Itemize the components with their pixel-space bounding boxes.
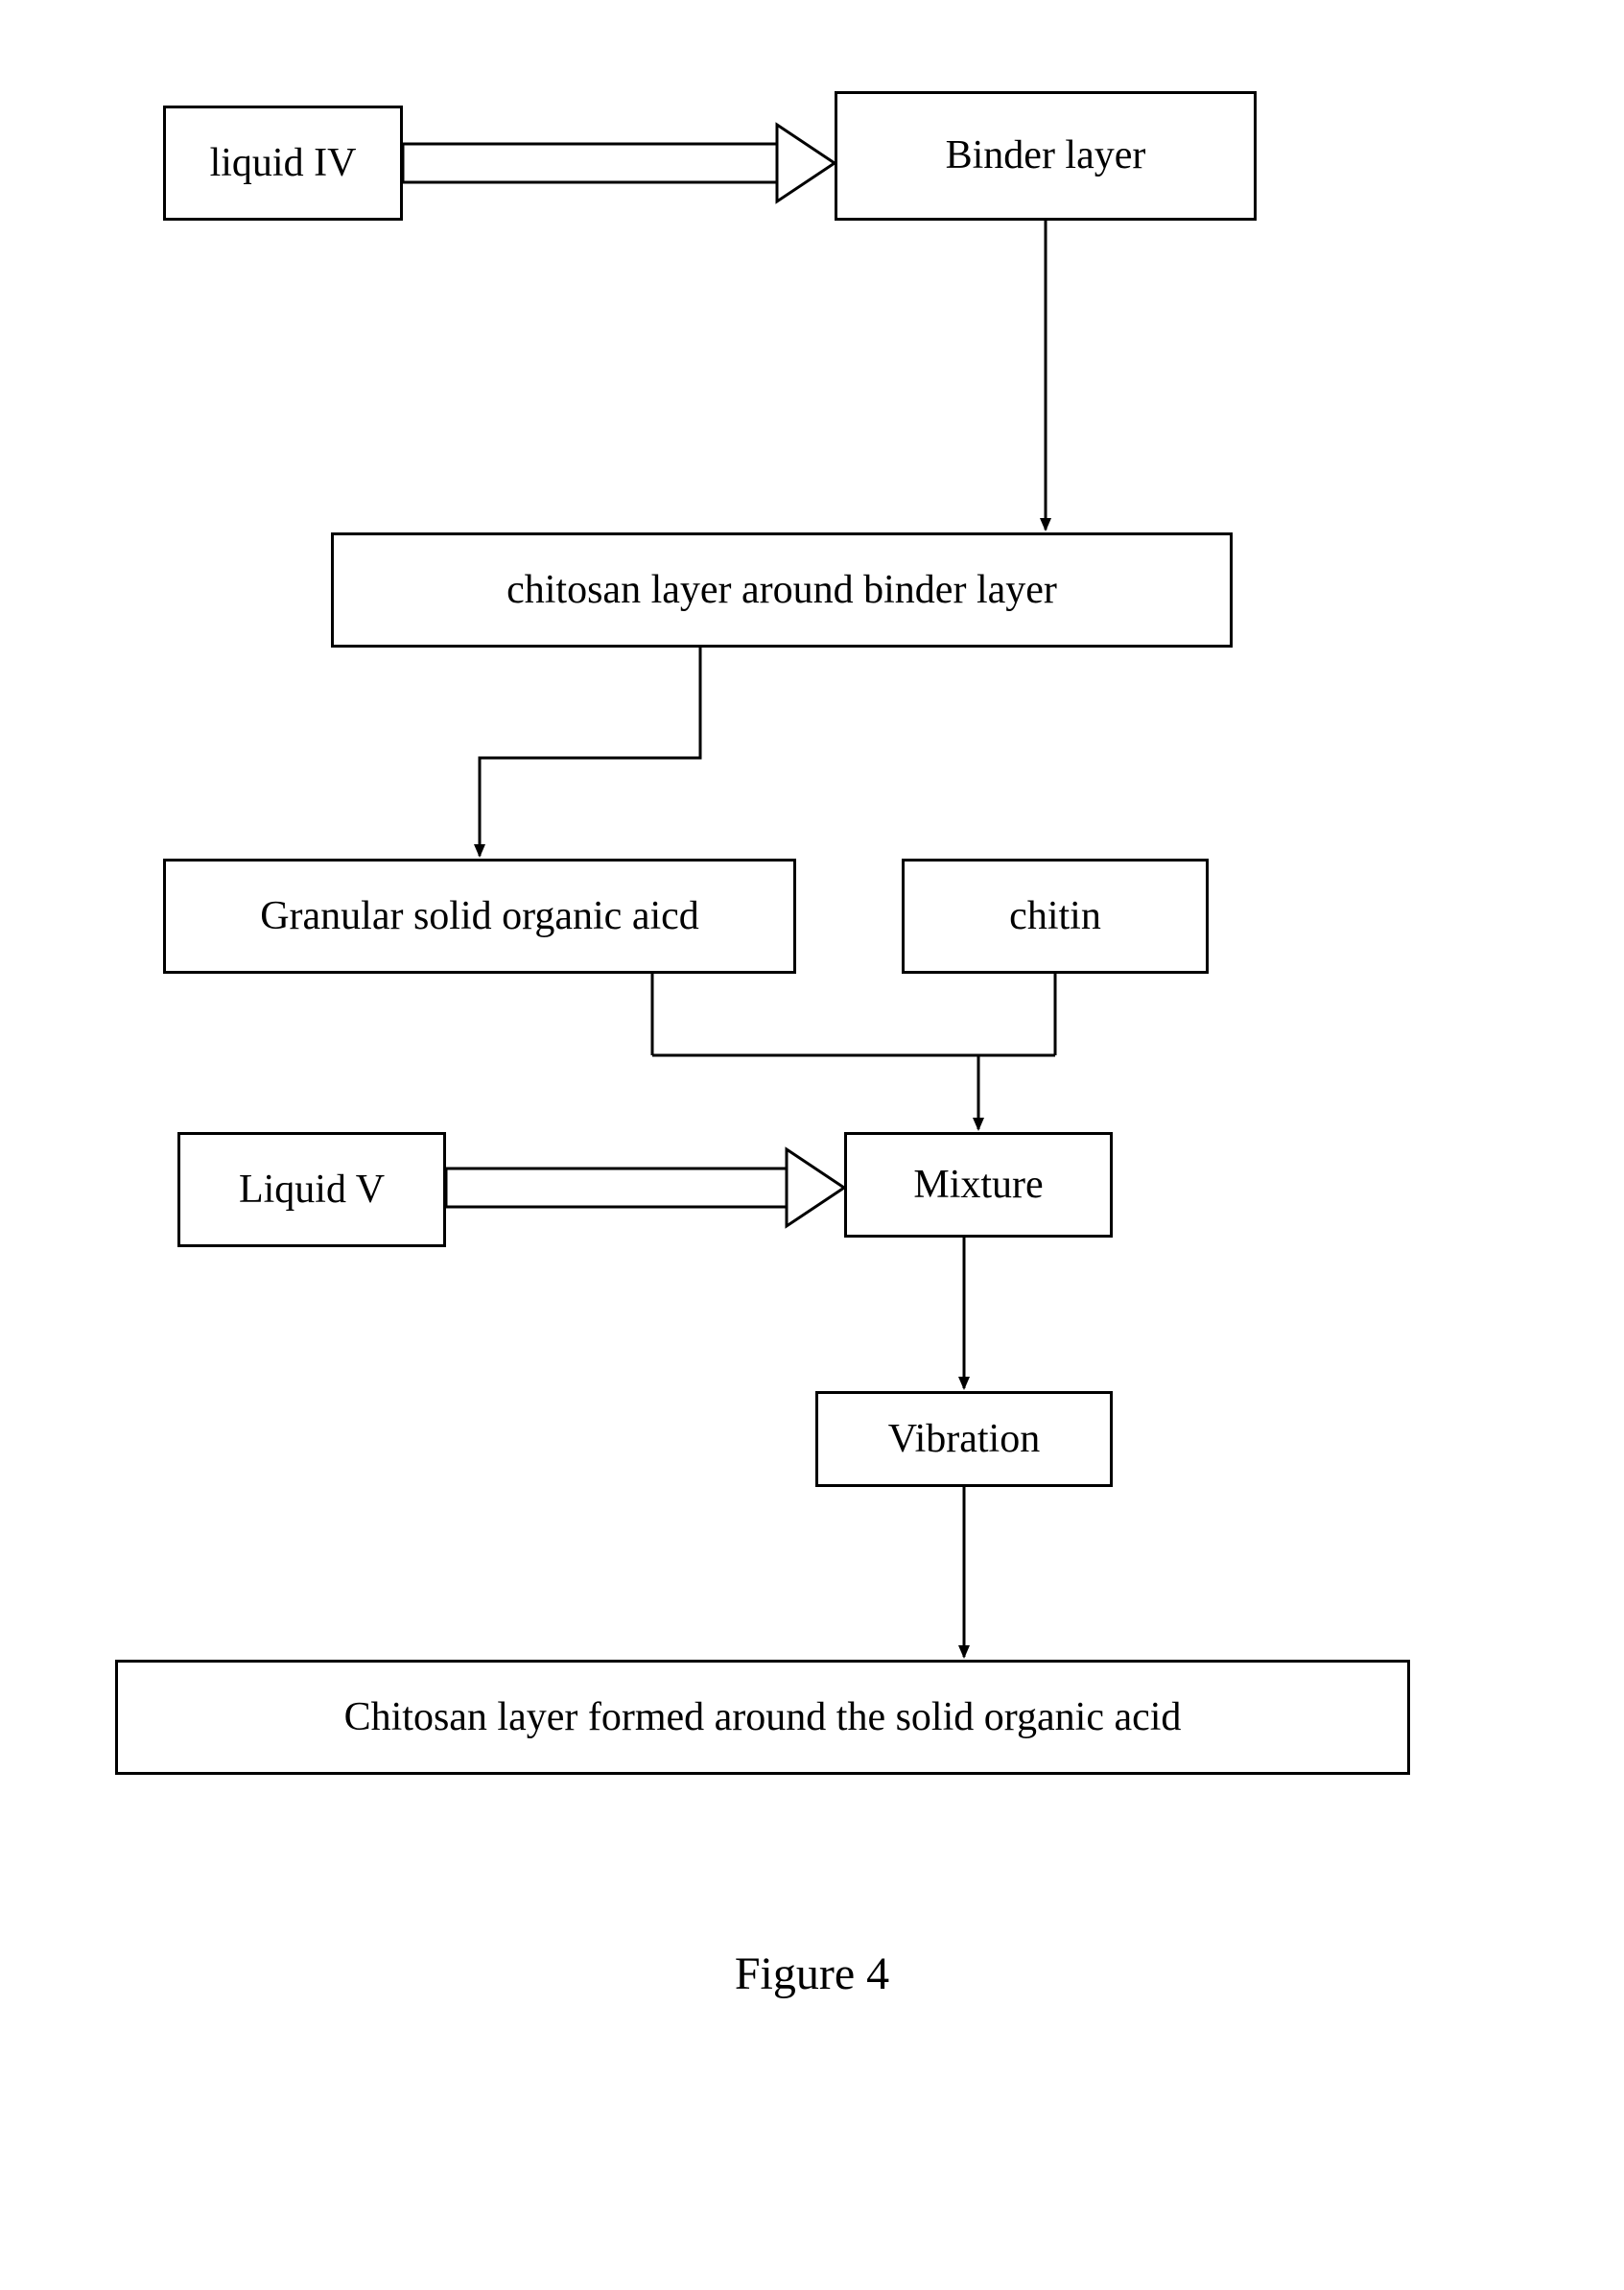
label-chitosan-around-binder: chitosan layer around binder layer xyxy=(506,566,1057,614)
box-chitosan-around-binder: chitosan layer around binder layer xyxy=(331,532,1233,648)
label-mixture: Mixture xyxy=(913,1161,1043,1209)
arrow-chitosan-binder-to-granular xyxy=(480,648,700,856)
label-final-chitosan-layer: Chitosan layer formed around the solid o… xyxy=(344,1693,1182,1741)
box-liquid-v: Liquid V xyxy=(177,1132,446,1247)
label-chitin: chitin xyxy=(1009,892,1101,940)
label-vibration: Vibration xyxy=(888,1415,1040,1463)
figure-caption-text: Figure 4 xyxy=(735,1948,889,1999)
arrow-liquid-iv-to-binder xyxy=(403,125,835,201)
box-mixture: Mixture xyxy=(844,1132,1113,1238)
box-granular-acid: Granular solid organic aicd xyxy=(163,859,796,974)
figure-caption: Figure 4 xyxy=(0,1948,1624,2000)
label-liquid-v: Liquid V xyxy=(239,1166,385,1214)
box-vibration: Vibration xyxy=(815,1391,1113,1487)
arrow-merge-to-mixture xyxy=(652,974,1055,1129)
box-liquid-iv: liquid IV xyxy=(163,106,403,221)
box-binder-layer: Binder layer xyxy=(835,91,1257,221)
label-granular-acid: Granular solid organic aicd xyxy=(260,892,699,940)
box-final-chitosan-layer: Chitosan layer formed around the solid o… xyxy=(115,1660,1410,1775)
box-chitin: chitin xyxy=(902,859,1209,974)
label-binder-layer: Binder layer xyxy=(946,131,1146,179)
arrow-liquid-v-to-mixture xyxy=(446,1149,844,1226)
label-liquid-iv: liquid IV xyxy=(210,139,357,187)
